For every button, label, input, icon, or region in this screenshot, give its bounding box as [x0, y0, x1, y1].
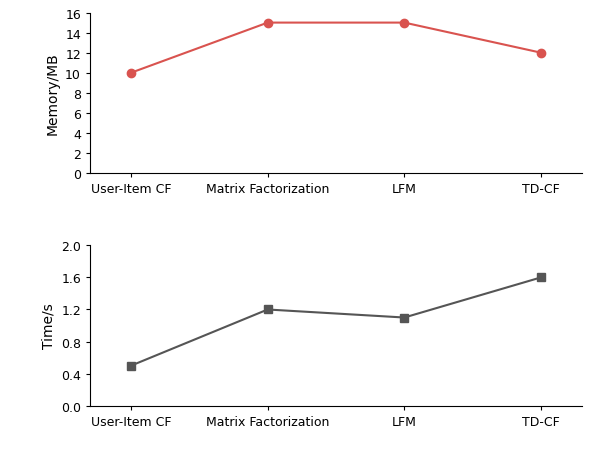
Y-axis label: Memory/MB: Memory/MB [46, 52, 59, 135]
Y-axis label: Time/s: Time/s [41, 303, 55, 349]
